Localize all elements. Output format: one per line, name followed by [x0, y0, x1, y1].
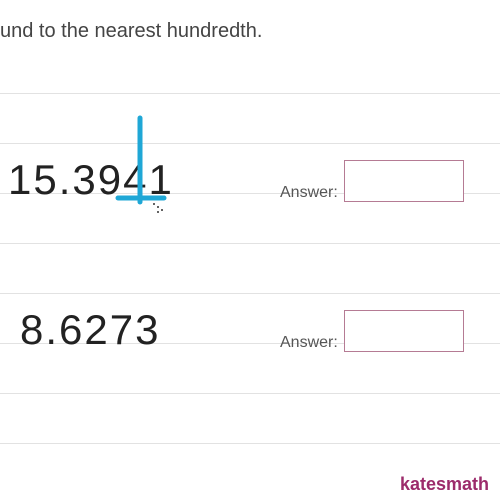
answer-input-1[interactable] [344, 160, 464, 202]
paper-rule [0, 243, 500, 244]
cursor-artifact-icon [150, 200, 174, 216]
instruction-text: und to the nearest hundredth. [0, 20, 262, 43]
answer-label-1: Answer: [280, 184, 338, 202]
answer-group-2: Answer: [280, 310, 464, 352]
problem-1-value: 15.3941 [8, 156, 174, 204]
paper-rule [0, 93, 500, 94]
paper-rule [0, 443, 500, 444]
worksheet-paper: und to the nearest hundredth. 15.3941 An… [0, 0, 500, 500]
paper-rule [0, 293, 500, 294]
pen-annotation-icon [0, 0, 500, 500]
answer-group-1: Answer: [280, 160, 464, 202]
problem-2-value: 8.6273 [20, 306, 160, 354]
answer-input-2[interactable] [344, 310, 464, 352]
watermark-text: katesmath [400, 474, 489, 495]
answer-label-2: Answer: [280, 334, 338, 352]
paper-rule [0, 393, 500, 394]
paper-rule [0, 143, 500, 144]
